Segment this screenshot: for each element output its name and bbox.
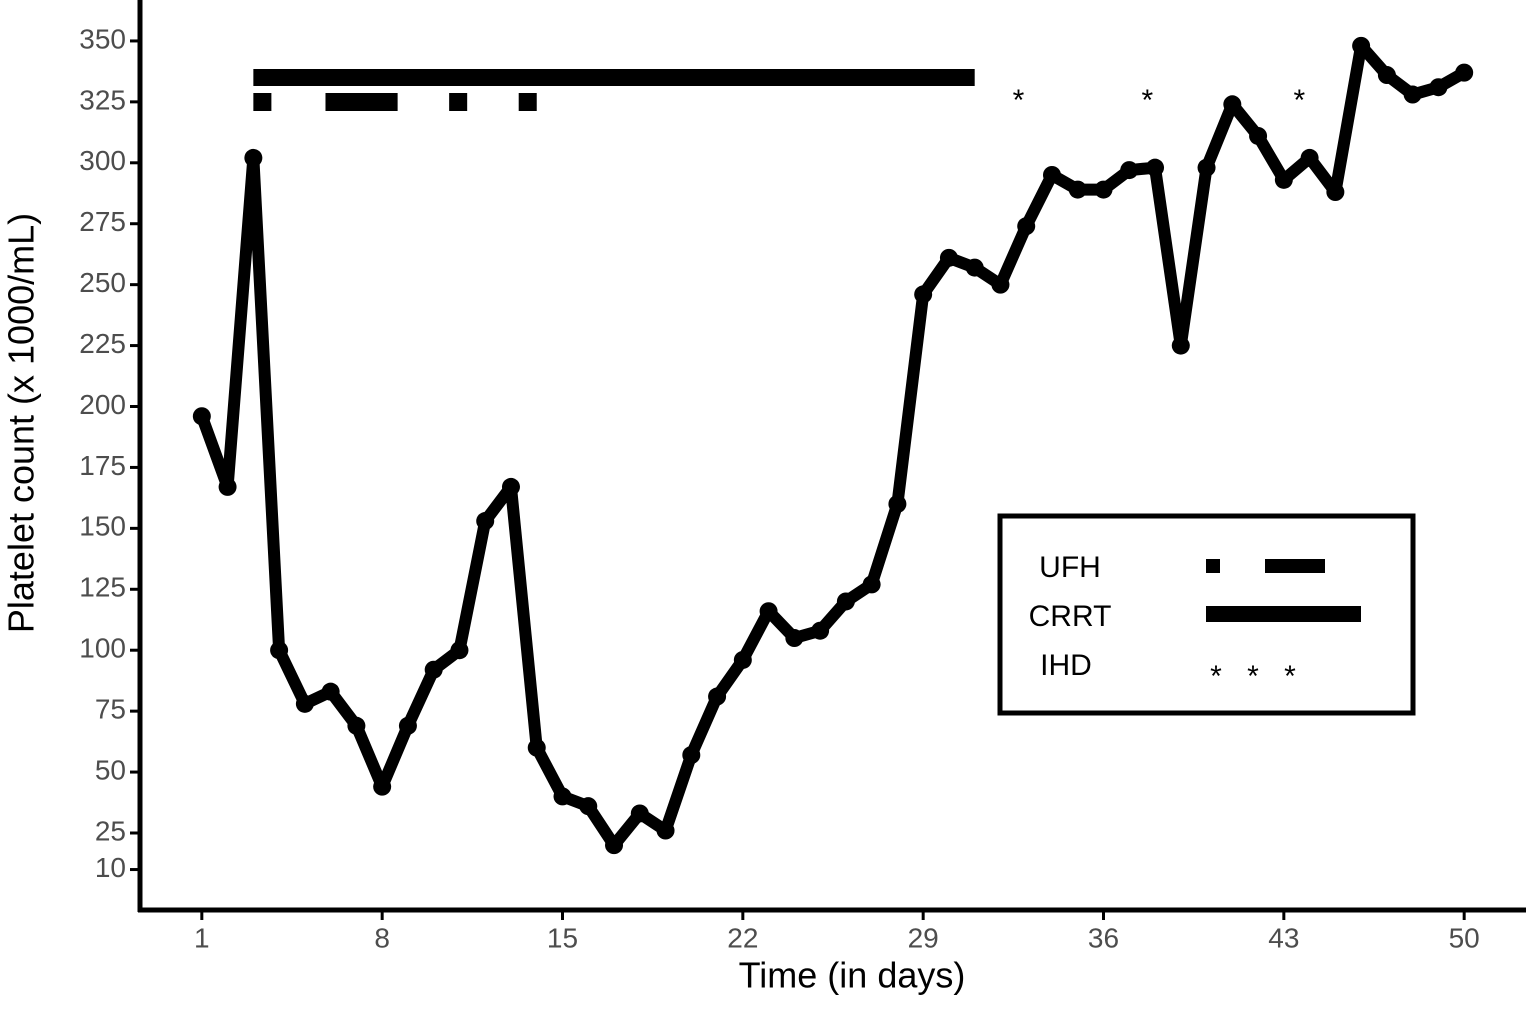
data-point (708, 687, 727, 706)
data-point (476, 512, 495, 531)
data-point (1326, 183, 1345, 202)
x-tick-label: 43 (1268, 922, 1299, 953)
legend-ihd-symbol: * (1210, 660, 1222, 693)
data-point (373, 777, 392, 796)
data-point (347, 716, 366, 735)
y-tick-label: 200 (79, 389, 126, 420)
data-point (682, 746, 701, 765)
data-point (1017, 217, 1036, 236)
data-line (196, 39, 1468, 852)
data-point (321, 682, 340, 701)
data-point (192, 407, 211, 426)
data-point (1403, 85, 1422, 104)
x-tick-label: 36 (1088, 922, 1119, 953)
ufh-bar (449, 93, 468, 111)
data-point (1120, 161, 1139, 180)
data-point (733, 650, 752, 669)
data-point (862, 575, 881, 594)
data-point (295, 694, 314, 713)
y-tick-label: 225 (79, 328, 126, 359)
data-point (424, 660, 443, 679)
y-tick-label: 10 (95, 852, 126, 883)
data-point (785, 629, 804, 648)
y-tick-label: 350 (79, 23, 126, 54)
x-tick-label: 8 (374, 922, 390, 953)
y-tick-label: 100 (79, 633, 126, 664)
data-point (398, 716, 417, 735)
y-tick-label: 75 (95, 694, 126, 725)
y-tick-label: 325 (79, 84, 126, 115)
legend-crrt-symbol (1206, 606, 1361, 622)
ihd-marker: * (1293, 84, 1305, 117)
legend-ufh-symbol (1265, 559, 1325, 573)
data-point (218, 477, 237, 496)
y-axis-title: Platelet count (x 1000/mL) (1, 213, 42, 633)
data-point (1249, 126, 1268, 145)
data-point (1223, 95, 1242, 114)
data-point (605, 836, 624, 855)
data-point (914, 285, 933, 304)
data-point (1455, 63, 1474, 82)
y-tick-label: 300 (79, 145, 126, 176)
ufh-bar (253, 93, 272, 111)
data-point (1377, 66, 1396, 85)
x-tick-label: 29 (908, 922, 939, 953)
data-point (1300, 148, 1319, 167)
data-point (811, 621, 830, 640)
data-point (1274, 170, 1293, 189)
x-tick-label: 22 (727, 922, 758, 953)
x-axis-title: Time (in days) (739, 955, 966, 996)
data-point (270, 641, 289, 660)
legend-label: CRRT (1029, 600, 1112, 633)
legend-label: UFH (1039, 551, 1101, 584)
data-point (965, 258, 984, 277)
data-point (759, 602, 778, 621)
data-point (1352, 36, 1371, 55)
ufh-bar (325, 93, 398, 111)
y-tick-label: 50 (95, 754, 126, 785)
data-point (450, 641, 469, 660)
data-point (630, 804, 649, 823)
data-point (553, 787, 572, 806)
data-point (244, 148, 263, 167)
data-point (1429, 78, 1448, 97)
legend-ufh-symbol (1206, 559, 1220, 573)
ihd-marker: * (1141, 84, 1153, 117)
y-tick-label: 175 (79, 450, 126, 481)
data-point (501, 477, 520, 496)
data-point (656, 821, 675, 840)
crrt-bar (253, 69, 975, 86)
data-point (836, 592, 855, 611)
y-tick-label: 125 (79, 572, 126, 603)
x-tick-label: 50 (1449, 922, 1480, 953)
legend-ihd-symbol: * (1284, 660, 1296, 693)
data-point (1068, 180, 1087, 199)
y-tick-label: 150 (79, 511, 126, 542)
y-tick-label: 25 (95, 815, 126, 846)
y-tick-label: 250 (79, 267, 126, 298)
x-tick-label: 15 (547, 922, 578, 953)
data-point (939, 248, 958, 267)
legend-ihd-symbol: * (1247, 660, 1259, 693)
data-point (579, 797, 598, 816)
ihd-marker: * (1013, 84, 1025, 117)
legend-label: IHD (1040, 649, 1092, 682)
data-point (1094, 180, 1113, 199)
data-point (1042, 165, 1061, 184)
data-point (888, 494, 907, 513)
data-point (991, 275, 1010, 294)
data-point (1171, 336, 1190, 355)
x-tick-label: 1 (194, 922, 210, 953)
ufh-bar (518, 93, 537, 111)
y-tick-label: 275 (79, 206, 126, 237)
data-point (1146, 158, 1165, 177)
data-point (527, 738, 546, 757)
data-point (1197, 158, 1216, 177)
